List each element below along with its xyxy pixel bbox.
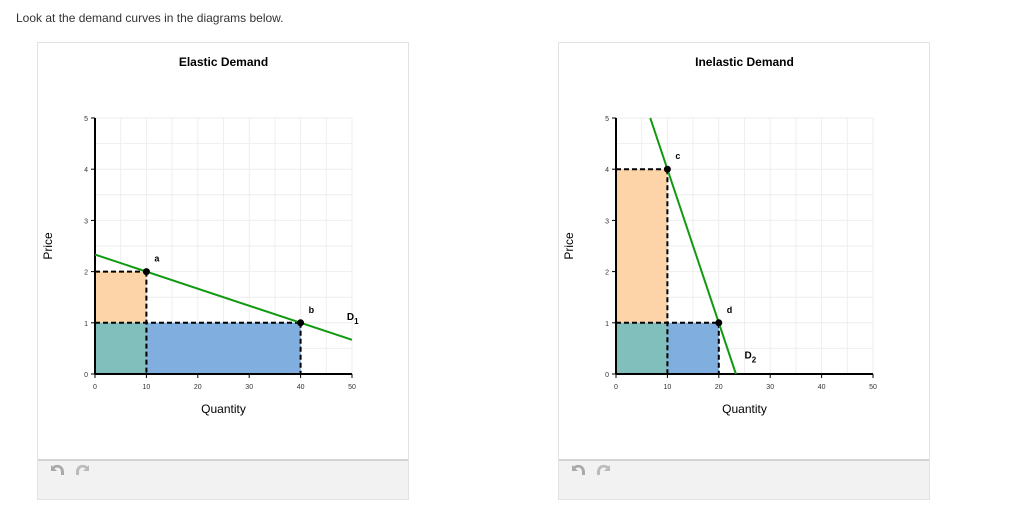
redo-icon[interactable] <box>74 461 92 479</box>
y-tick-label: 2 <box>84 270 88 277</box>
orange-area <box>95 271 147 323</box>
x-tick-label: 10 <box>664 384 672 391</box>
y-tick-label: 4 <box>605 167 609 174</box>
y-tick-label: 4 <box>84 167 88 174</box>
y-tick-label: 5 <box>84 116 88 123</box>
redo-icon[interactable] <box>595 461 613 479</box>
x-tick-label: 50 <box>869 384 877 391</box>
y-axis-label: Price <box>41 232 55 260</box>
y-tick-label: 2 <box>605 270 609 277</box>
y-tick-label: 3 <box>84 218 88 225</box>
y-tick-label: 0 <box>84 372 88 379</box>
x-tick-label: 50 <box>348 384 356 391</box>
x-tick-label: 30 <box>245 384 253 391</box>
point-label: d <box>727 305 733 315</box>
teal-area <box>616 322 668 374</box>
y-tick-label: 1 <box>84 321 88 328</box>
elastic-demand-panel: Elastic Demand 0 10 20 30 40 50 0 1 2 3 4 5 Quantity P… <box>37 42 409 500</box>
prompt-text: Look at the demand curves in the diagram… <box>16 11 284 25</box>
y-axis-label: Price <box>562 232 576 260</box>
chart-title: Inelastic Demand <box>695 55 794 69</box>
x-tick-label: 0 <box>93 384 97 391</box>
blue-area <box>146 322 301 374</box>
demand-curve <box>94 253 353 341</box>
chart-title: Elastic Demand <box>179 55 268 69</box>
demand-curve-label: D1 <box>347 312 359 326</box>
x-tick-label: 20 <box>194 384 202 391</box>
point-label: a <box>154 254 160 264</box>
x-tick-label: 30 <box>766 384 774 391</box>
orange-area <box>616 169 668 323</box>
demand-curve-subscript: 2 <box>752 356 757 365</box>
point-d <box>715 319 723 327</box>
x-axis-label: Quantity <box>201 402 246 416</box>
point-a <box>142 268 150 276</box>
point-label: c <box>675 151 680 161</box>
demand-curve <box>649 117 737 375</box>
undo-icon[interactable] <box>569 461 587 479</box>
blue-area <box>667 322 719 374</box>
teal-area <box>95 322 147 374</box>
y-tick-label: 1 <box>605 321 609 328</box>
undo-icon[interactable] <box>48 461 66 479</box>
y-tick-label: 5 <box>605 116 609 123</box>
demand-curve-subscript: 1 <box>354 317 359 326</box>
point-label: b <box>309 305 315 315</box>
point-c <box>663 165 671 173</box>
y-tick-label: 3 <box>605 218 609 225</box>
panel-footer <box>38 459 408 499</box>
panel-footer <box>559 459 929 499</box>
x-axis-label: Quantity <box>722 402 767 416</box>
x-tick-label: 0 <box>614 384 618 391</box>
inelastic-demand-panel: Inelastic Demand 0 10 20 30 40 50 0 1 2 3 4 5 Quantit… <box>558 42 930 500</box>
x-tick-label: 40 <box>297 384 305 391</box>
x-tick-label: 40 <box>818 384 826 391</box>
x-tick-label: 20 <box>715 384 723 391</box>
elastic-demand-chart[interactable]: Elastic Demand 0 10 20 30 40 50 0 1 2 3 4 5 Quantity P… <box>38 43 408 463</box>
x-tick-label: 10 <box>143 384 151 391</box>
demand-curve-label: D2 <box>745 351 757 365</box>
point-b <box>297 319 305 327</box>
y-tick-label: 0 <box>605 372 609 379</box>
inelastic-demand-chart[interactable]: Inelastic Demand 0 10 20 30 40 50 0 1 2 3 4 5 Quantit… <box>559 43 929 463</box>
